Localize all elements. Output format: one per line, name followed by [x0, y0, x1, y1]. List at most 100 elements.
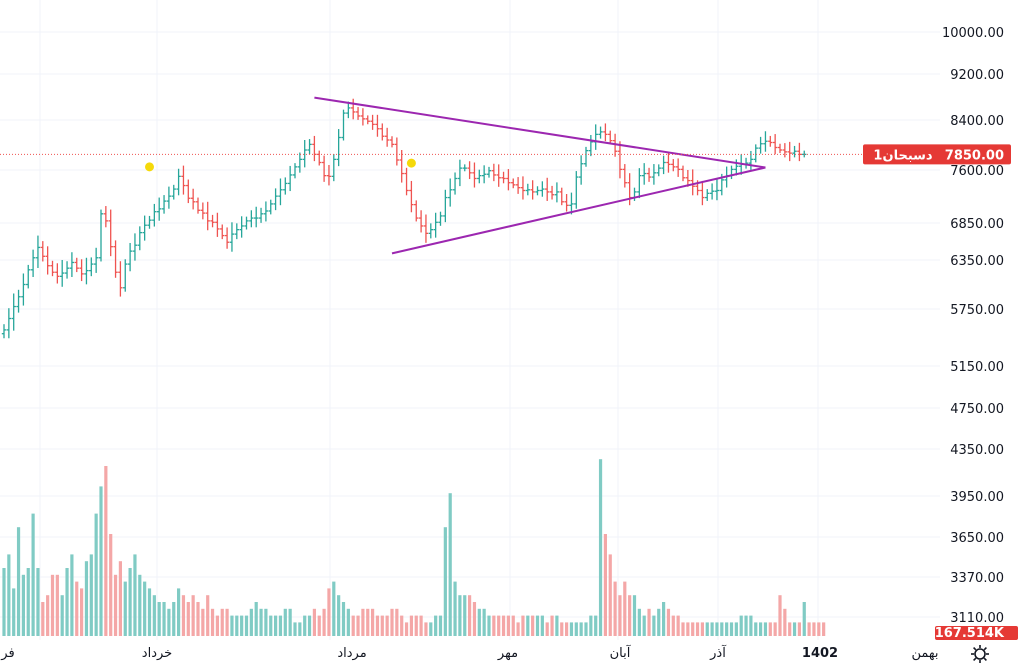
price-bar	[496, 164, 501, 187]
volume-bar	[434, 615, 438, 636]
price-bar	[292, 163, 298, 179]
volume-bar	[303, 615, 307, 636]
volume-bar	[371, 608, 375, 636]
price-bar	[365, 115, 370, 125]
volume-bar	[162, 602, 166, 636]
volume-bar	[778, 595, 782, 636]
volume-bar	[501, 615, 506, 636]
volume-bar	[555, 615, 559, 636]
price-bar	[685, 170, 691, 187]
volume-bar	[157, 602, 161, 636]
price-bar	[355, 107, 361, 120]
volume-bar	[715, 622, 719, 636]
price-bar	[428, 223, 433, 239]
price-bar	[273, 188, 278, 211]
volume-bar	[773, 622, 777, 636]
price-bar	[554, 182, 560, 203]
price-bar	[26, 264, 31, 289]
price-bar	[297, 152, 303, 173]
x-axis-label: مهر	[497, 646, 518, 661]
y-tick-label: 6350.00	[950, 254, 1004, 269]
volume-bar	[759, 622, 763, 636]
price-bar	[161, 195, 167, 214]
price-bar	[205, 201, 210, 231]
volume-bar	[41, 602, 45, 636]
price-bar	[457, 159, 463, 187]
volume-bar	[172, 602, 176, 636]
price-bar	[258, 207, 264, 223]
volume-bar	[438, 615, 443, 636]
volume-bar	[628, 595, 632, 636]
price-bar	[646, 167, 652, 182]
volume-bar	[632, 595, 637, 636]
volume-bar	[50, 574, 55, 636]
volume-bar	[419, 615, 423, 636]
volume-bar	[584, 622, 588, 636]
price-bar	[729, 165, 734, 180]
price-bar	[593, 124, 598, 150]
price-bar	[40, 241, 45, 262]
price-bar	[307, 139, 312, 155]
price-bar	[263, 201, 269, 222]
volume-bar	[574, 622, 578, 636]
price-bars	[1, 98, 807, 339]
x-axis-label: بهمن	[911, 646, 938, 661]
volume-badge: 167.514K	[935, 626, 1018, 641]
volume-bar	[201, 608, 205, 636]
price-bar	[16, 289, 21, 313]
volume-bar	[540, 615, 544, 636]
volume-bar	[274, 615, 278, 636]
settings-gear-icon[interactable]	[971, 645, 989, 663]
price-bar	[690, 169, 695, 196]
price-bar	[782, 143, 788, 158]
volume-bar	[109, 534, 113, 636]
price-bar	[443, 189, 448, 223]
volume-bar	[463, 595, 467, 636]
x-axis-label: آبان	[610, 644, 632, 661]
price-bar	[549, 185, 555, 200]
x-axis-label: فر	[0, 646, 14, 661]
price-bar	[341, 109, 346, 141]
volume-bar	[167, 608, 171, 636]
y-tick-label: 5150.00	[950, 360, 1004, 375]
volume-bar	[695, 622, 700, 636]
price-bar	[714, 179, 720, 201]
volume-bar	[822, 622, 826, 636]
volume-bar	[375, 615, 380, 636]
price-bar	[481, 165, 487, 184]
price-bar	[166, 186, 172, 209]
volume-bar	[424, 622, 428, 636]
volume-bar	[356, 615, 360, 636]
volume-bar	[249, 608, 253, 636]
y-tick-label: 3370.00	[950, 571, 1004, 586]
volume-bar	[429, 622, 433, 636]
price-bar	[588, 135, 594, 157]
price-bar	[220, 224, 225, 240]
triangle-lower-line	[391, 166, 766, 255]
price-bar	[190, 188, 196, 210]
price-bar	[137, 226, 142, 251]
volume-bar	[686, 622, 690, 636]
price-bar	[608, 130, 613, 144]
price-bar	[787, 141, 792, 162]
volume-bar	[579, 622, 583, 636]
volume-bar	[550, 615, 554, 636]
price-bar	[462, 164, 467, 172]
volume-bar	[75, 581, 79, 636]
volume-bar	[744, 615, 748, 636]
price-bar	[268, 199, 273, 215]
volume-bar	[729, 622, 734, 636]
volume-bar	[307, 615, 312, 636]
volume-bar	[366, 608, 370, 636]
volume-bar	[691, 622, 695, 636]
price-bar	[545, 177, 550, 201]
price-bar	[84, 257, 89, 285]
volume-bar	[254, 602, 258, 636]
symbol-label: دسبحان1	[873, 148, 932, 163]
y-tick-label: 4750.00	[950, 402, 1004, 417]
price-bar	[113, 240, 118, 278]
price-bar	[283, 177, 288, 195]
price-bar	[249, 210, 254, 228]
price-bar	[176, 168, 181, 196]
